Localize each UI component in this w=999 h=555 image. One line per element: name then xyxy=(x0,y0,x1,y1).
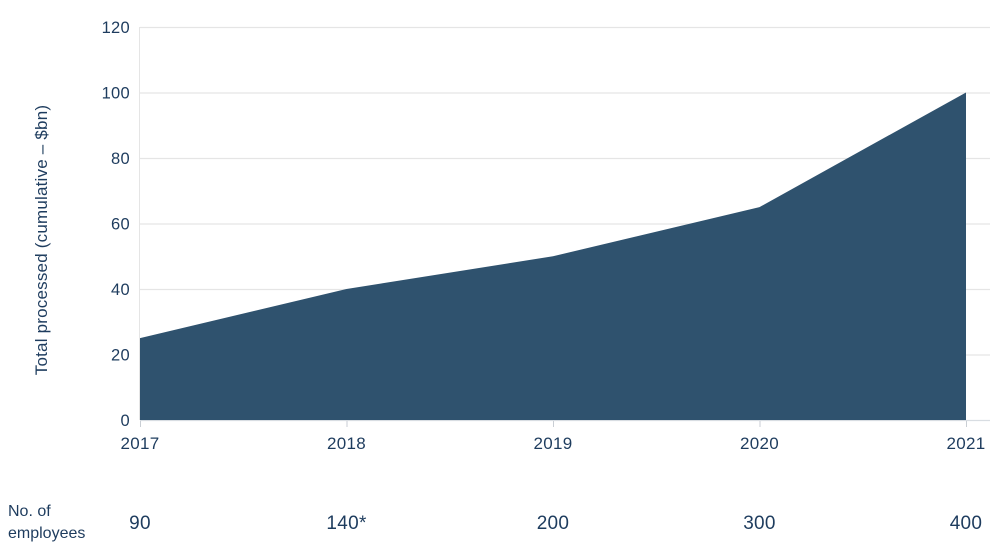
employee-count: 400 xyxy=(950,513,983,534)
y-tick-label: 40 xyxy=(111,281,130,299)
x-tick-label: 2021 xyxy=(946,434,985,453)
employee-count: 200 xyxy=(537,513,570,534)
y-tick-label: 80 xyxy=(111,150,130,168)
y-tick-label: 0 xyxy=(121,412,130,430)
y-axis-title: Total processed (cumulative – $bn) xyxy=(32,104,51,376)
y-tick-label: 20 xyxy=(111,347,130,365)
x-tick-label: 2019 xyxy=(533,434,572,453)
employees-row-label: No. of employees xyxy=(8,503,86,542)
x-tick-label: 2020 xyxy=(740,434,779,453)
employee-count: 140* xyxy=(326,513,367,534)
y-tick-label: 120 xyxy=(102,19,130,37)
y-tick-label: 100 xyxy=(102,85,130,103)
x-tick-label: 2018 xyxy=(327,434,366,453)
area-series xyxy=(140,92,966,420)
x-tick-label: 2017 xyxy=(120,434,159,453)
y-tick-label: 60 xyxy=(111,216,130,234)
employee-count: 90 xyxy=(129,513,151,534)
employee-count: 300 xyxy=(743,513,776,534)
